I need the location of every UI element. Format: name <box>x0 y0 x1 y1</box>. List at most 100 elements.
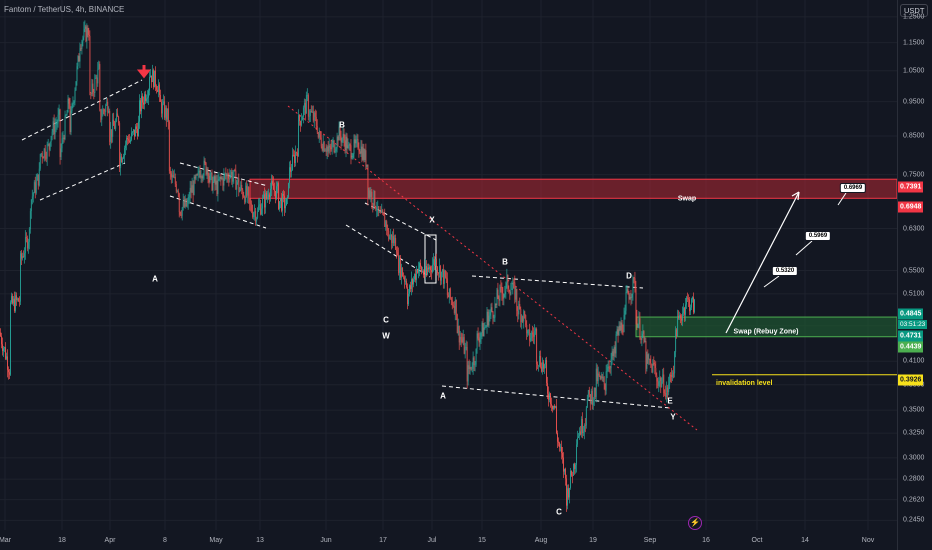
candle-body <box>445 277 447 279</box>
candle-body <box>375 207 377 210</box>
candle-body <box>274 189 275 192</box>
candle-body <box>391 234 393 243</box>
candle-body <box>410 285 411 289</box>
candle-body <box>467 365 469 382</box>
candle-body <box>139 100 140 122</box>
candle-body <box>118 116 120 124</box>
candle-body <box>56 123 58 125</box>
candle-body <box>491 307 493 312</box>
candle-body <box>289 167 290 183</box>
candle-body <box>115 121 117 129</box>
invalidation-label: invalidation level <box>716 380 773 387</box>
candle-body <box>653 362 655 364</box>
candle-body <box>512 282 514 289</box>
candle-body <box>46 144 48 159</box>
candle-body <box>202 175 204 179</box>
candle-body <box>612 351 614 357</box>
candle-body <box>578 431 580 437</box>
candle-body <box>446 278 448 296</box>
candle-body <box>125 144 127 148</box>
candle-body <box>521 316 523 322</box>
candle-body <box>184 198 186 207</box>
candle-body <box>11 296 12 303</box>
candle-body <box>269 194 271 198</box>
candle-body <box>305 95 307 114</box>
candle-body <box>438 266 440 274</box>
y-tick-label: 1.0500 <box>903 67 925 75</box>
candle-body <box>347 145 349 149</box>
candle-body <box>327 146 329 152</box>
trend-line <box>39 162 126 201</box>
currency-button[interactable]: USDT <box>900 4 929 17</box>
candle-body <box>565 468 566 479</box>
candle-body <box>604 383 606 391</box>
candle-body <box>83 28 85 38</box>
candle-body <box>551 404 552 406</box>
candle-body <box>581 419 583 433</box>
candle-body <box>117 113 119 117</box>
candle-body <box>415 274 416 280</box>
candle-body <box>194 176 196 179</box>
candle-body <box>661 382 663 387</box>
candle-body <box>306 95 308 96</box>
candle-body <box>476 333 478 349</box>
candle-body <box>548 393 550 400</box>
candle-body <box>384 215 386 227</box>
candle-body <box>654 363 656 369</box>
candle-body <box>70 110 72 133</box>
candle-body <box>626 289 628 292</box>
candle-body <box>482 323 484 337</box>
candle-body <box>14 298 15 311</box>
lightning-icon[interactable]: ⚡ <box>688 516 702 530</box>
candle-body <box>297 152 298 157</box>
candle-body <box>399 258 401 273</box>
candle-body <box>430 266 431 271</box>
candle-body <box>30 199 32 212</box>
candle-body <box>575 464 576 469</box>
candle-body <box>522 316 524 322</box>
candle-body <box>236 182 238 190</box>
candle-body <box>107 101 109 113</box>
candle-body <box>185 198 187 207</box>
candle-body <box>9 372 10 375</box>
candle-body <box>437 272 439 274</box>
candle-body <box>394 237 396 244</box>
candle-body <box>158 84 159 92</box>
candle-body <box>174 176 176 185</box>
candle-body <box>57 114 59 124</box>
candle-body <box>110 129 112 142</box>
candle-body <box>655 368 657 376</box>
candle-body <box>130 139 132 143</box>
candle-body <box>516 289 518 311</box>
candle-body <box>21 256 23 259</box>
candle-body <box>313 112 315 121</box>
candle-body <box>255 211 257 222</box>
candle-body <box>87 27 89 35</box>
candle-body <box>433 259 434 265</box>
candle-body <box>651 363 653 373</box>
candle-body <box>320 137 322 147</box>
candle-body <box>54 125 56 135</box>
candle-body <box>374 190 376 208</box>
candle-body <box>264 194 266 208</box>
candle-body <box>113 119 115 126</box>
candle-body <box>574 463 575 469</box>
candle-body <box>488 315 490 326</box>
candle-body <box>683 307 685 314</box>
candle-body <box>156 86 157 90</box>
candle-body <box>371 191 373 204</box>
candle-body <box>32 193 34 197</box>
candle-body <box>392 236 394 243</box>
candle-body <box>279 201 280 209</box>
candle-body <box>667 387 669 393</box>
candle-body <box>527 330 529 334</box>
x-tick-label: 16 <box>702 537 710 544</box>
candle-body <box>97 68 99 84</box>
candle-body <box>378 206 380 213</box>
candle-body <box>321 146 323 151</box>
price-axis[interactable] <box>897 0 932 550</box>
candle-body <box>691 299 692 308</box>
candle-body <box>517 310 519 315</box>
candle-body <box>72 103 74 104</box>
